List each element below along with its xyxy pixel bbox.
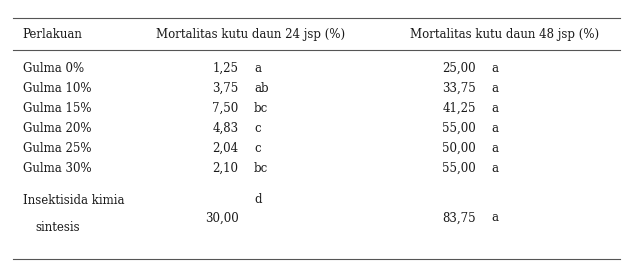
Text: 7,50: 7,50 bbox=[212, 102, 238, 115]
Text: 50,00: 50,00 bbox=[443, 142, 476, 155]
Text: 1,25: 1,25 bbox=[213, 62, 238, 75]
Text: a: a bbox=[492, 142, 499, 155]
Text: 55,00: 55,00 bbox=[443, 162, 476, 175]
Text: 3,75: 3,75 bbox=[212, 82, 238, 95]
Text: a: a bbox=[492, 211, 499, 225]
Text: 2,10: 2,10 bbox=[213, 162, 238, 175]
Text: a: a bbox=[492, 102, 499, 115]
Text: Mortalitas kutu daun 48 jsp (%): Mortalitas kutu daun 48 jsp (%) bbox=[410, 28, 599, 40]
Text: c: c bbox=[254, 122, 261, 135]
Text: Gulma 30%: Gulma 30% bbox=[23, 162, 91, 175]
Text: bc: bc bbox=[254, 102, 268, 115]
Text: Gulma 10%: Gulma 10% bbox=[23, 82, 91, 95]
Text: 4,83: 4,83 bbox=[213, 122, 238, 135]
Text: 41,25: 41,25 bbox=[443, 102, 476, 115]
Text: Mortalitas kutu daun 24 jsp (%): Mortalitas kutu daun 24 jsp (%) bbox=[156, 28, 345, 40]
Text: Gulma 15%: Gulma 15% bbox=[23, 102, 91, 115]
Text: ab: ab bbox=[254, 82, 269, 95]
Text: a: a bbox=[254, 62, 261, 75]
Text: Perlakuan: Perlakuan bbox=[23, 28, 83, 40]
Text: Gulma 25%: Gulma 25% bbox=[23, 142, 91, 155]
Text: a: a bbox=[492, 82, 499, 95]
Text: 2,04: 2,04 bbox=[213, 142, 238, 155]
Text: 55,00: 55,00 bbox=[443, 122, 476, 135]
Text: d: d bbox=[254, 193, 261, 206]
Text: 83,75: 83,75 bbox=[443, 211, 476, 225]
Text: Insektisida kimia: Insektisida kimia bbox=[23, 194, 124, 207]
Text: 25,00: 25,00 bbox=[443, 62, 476, 75]
Text: sintesis: sintesis bbox=[35, 221, 80, 234]
Text: 33,75: 33,75 bbox=[443, 82, 476, 95]
Text: a: a bbox=[492, 162, 499, 175]
Text: bc: bc bbox=[254, 162, 268, 175]
Text: a: a bbox=[492, 62, 499, 75]
Text: 30,00: 30,00 bbox=[204, 211, 238, 225]
Text: Gulma 0%: Gulma 0% bbox=[23, 62, 84, 75]
Text: Gulma 20%: Gulma 20% bbox=[23, 122, 91, 135]
Text: a: a bbox=[492, 122, 499, 135]
Text: c: c bbox=[254, 142, 261, 155]
